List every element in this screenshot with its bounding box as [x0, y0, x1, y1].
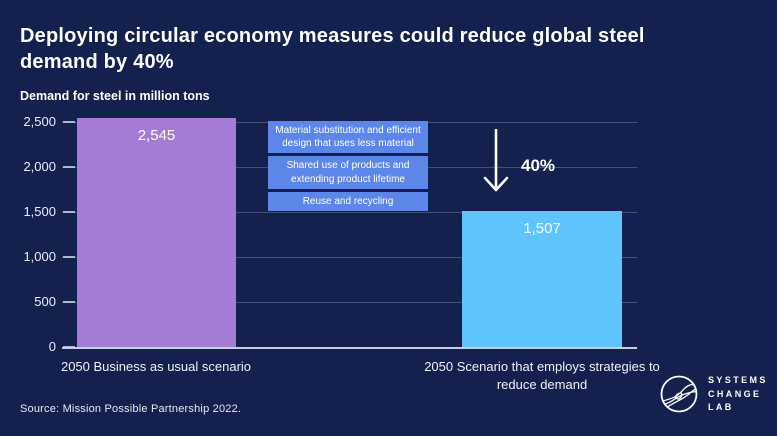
- y-tick-mark: [63, 121, 75, 123]
- down-arrow-icon: [483, 129, 509, 192]
- systems-change-lab-logo: SYSTEMS CHANGE LAB: [659, 374, 768, 415]
- measure-box-shared-use: Shared use of products and extending pro…: [268, 156, 428, 189]
- reduction-percent: 40%: [521, 156, 556, 175]
- y-tick-mark: [63, 256, 75, 258]
- y-tick-label: 500: [34, 294, 56, 309]
- gridline: [62, 212, 637, 213]
- category-label-business-as-usual: 2050 Business as usual scenario: [60, 359, 252, 374]
- x-axis-line: [62, 347, 637, 349]
- bar-business-as-usual: 2,545: [77, 118, 236, 347]
- systems-change-lab-logo-icon: [660, 375, 698, 413]
- y-tick-mark: [63, 166, 75, 168]
- y-tick-label: 2,500: [23, 114, 56, 129]
- measure-boxes: Material substitution and efficient desi…: [268, 121, 428, 211]
- y-tick-label: 1,500: [23, 204, 56, 219]
- y-tick-label: 2,000: [23, 159, 56, 174]
- chart-subtitle: Demand for steel in million tons: [20, 89, 210, 103]
- bar-value-label: 1,507: [523, 220, 561, 237]
- source-note: Source: Mission Possible Partnership 202…: [20, 403, 242, 415]
- y-tick-label: 1,000: [23, 249, 56, 264]
- chart-title: Deploying circular economy measures coul…: [20, 25, 645, 74]
- y-tick-mark: [63, 301, 75, 303]
- logo-line-systems: SYSTEMS: [708, 375, 768, 385]
- logo-line-change: CHANGE: [708, 388, 762, 399]
- gridline: [62, 257, 637, 258]
- logo-line-lab: LAB: [708, 402, 734, 412]
- gridline: [62, 302, 637, 303]
- measure-box-reuse-recycling: Reuse and recycling: [268, 191, 428, 211]
- y-tick-label: 0: [48, 339, 56, 354]
- bar-value-label: 2,545: [137, 127, 176, 144]
- category-label-reduced-demand: 2050 Scenario that employs strategies to…: [424, 359, 660, 392]
- y-tick-mark: [63, 211, 75, 213]
- systems-change-lab-logo-text: SYSTEMS CHANGE LAB: [708, 374, 768, 415]
- bar-reduced-demand: 1,507: [462, 211, 622, 347]
- measure-box-material-substitution: Material substitution and efficient desi…: [268, 121, 428, 154]
